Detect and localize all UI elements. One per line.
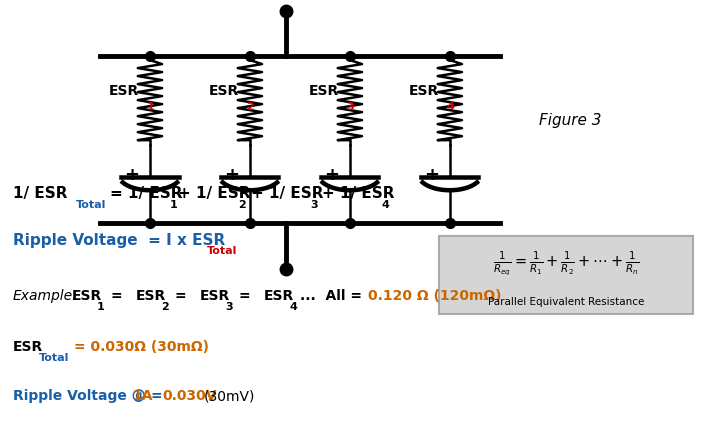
Text: 1/ ESR: 1/ ESR [13,186,67,201]
Text: Example:: Example: [13,289,78,303]
Text: +: + [224,166,240,184]
Text: + 1/ ESR: + 1/ ESR [251,186,324,201]
Text: = 0.030Ω (30mΩ): = 0.030Ω (30mΩ) [74,340,208,354]
Text: 1: 1 [97,302,105,312]
FancyBboxPatch shape [439,236,693,314]
Text: 4: 4 [446,102,454,112]
Text: Total: Total [207,247,238,256]
Text: + 1/ ESR: + 1/ ESR [322,186,395,201]
Text: 4: 4 [290,302,298,312]
Text: 0.120 Ω (120mΩ): 0.120 Ω (120mΩ) [368,289,501,303]
Text: 2: 2 [161,302,169,312]
Text: $\frac{1}{R_{eq}} = \frac{1}{R_1} + \frac{1}{R_2} + \cdots + \frac{1}{R_n}$: $\frac{1}{R_{eq}} = \frac{1}{R_1} + \fra… [493,249,639,277]
Text: =: = [111,289,127,303]
Text: ESR: ESR [264,289,294,303]
Text: 3: 3 [226,302,233,312]
Text: +: + [124,166,140,184]
Text: 2: 2 [238,200,246,210]
Text: Ripple Voltage  = I x ESR: Ripple Voltage = I x ESR [13,233,225,248]
Text: ESR: ESR [71,289,101,303]
Text: 1: 1 [169,200,177,210]
Text: 1A: 1A [133,389,154,403]
Text: =: = [239,289,256,303]
Text: ESR: ESR [309,84,339,98]
Text: Total: Total [39,353,69,363]
Text: 1: 1 [146,102,154,112]
Text: 2: 2 [246,102,254,112]
Text: ESR: ESR [109,84,139,98]
Text: 4: 4 [381,200,389,210]
Text: Ripple Voltage @: Ripple Voltage @ [13,389,151,403]
Text: +: + [324,166,340,184]
Text: ESR: ESR [13,340,43,354]
Text: +: + [424,166,440,184]
Text: ESR: ESR [136,289,166,303]
Text: 3: 3 [311,200,318,210]
Text: 3: 3 [346,102,354,112]
Text: Parallel Equivalent Resistance: Parallel Equivalent Resistance [488,297,644,307]
Text: ...  All =: ... All = [300,289,367,303]
Text: + 1/ ESR: + 1/ ESR [178,186,251,201]
Text: ESR: ESR [409,84,439,98]
Text: (30mV): (30mV) [204,389,256,403]
Text: = 1/ ESR: = 1/ ESR [110,186,183,201]
Text: ESR: ESR [209,84,239,98]
Text: Total: Total [76,200,106,210]
Text: =: = [175,289,191,303]
Text: 0.030V: 0.030V [163,389,217,403]
Text: Figure 3: Figure 3 [539,113,602,128]
Text: =: = [151,389,167,403]
Text: ESR: ESR [200,289,230,303]
